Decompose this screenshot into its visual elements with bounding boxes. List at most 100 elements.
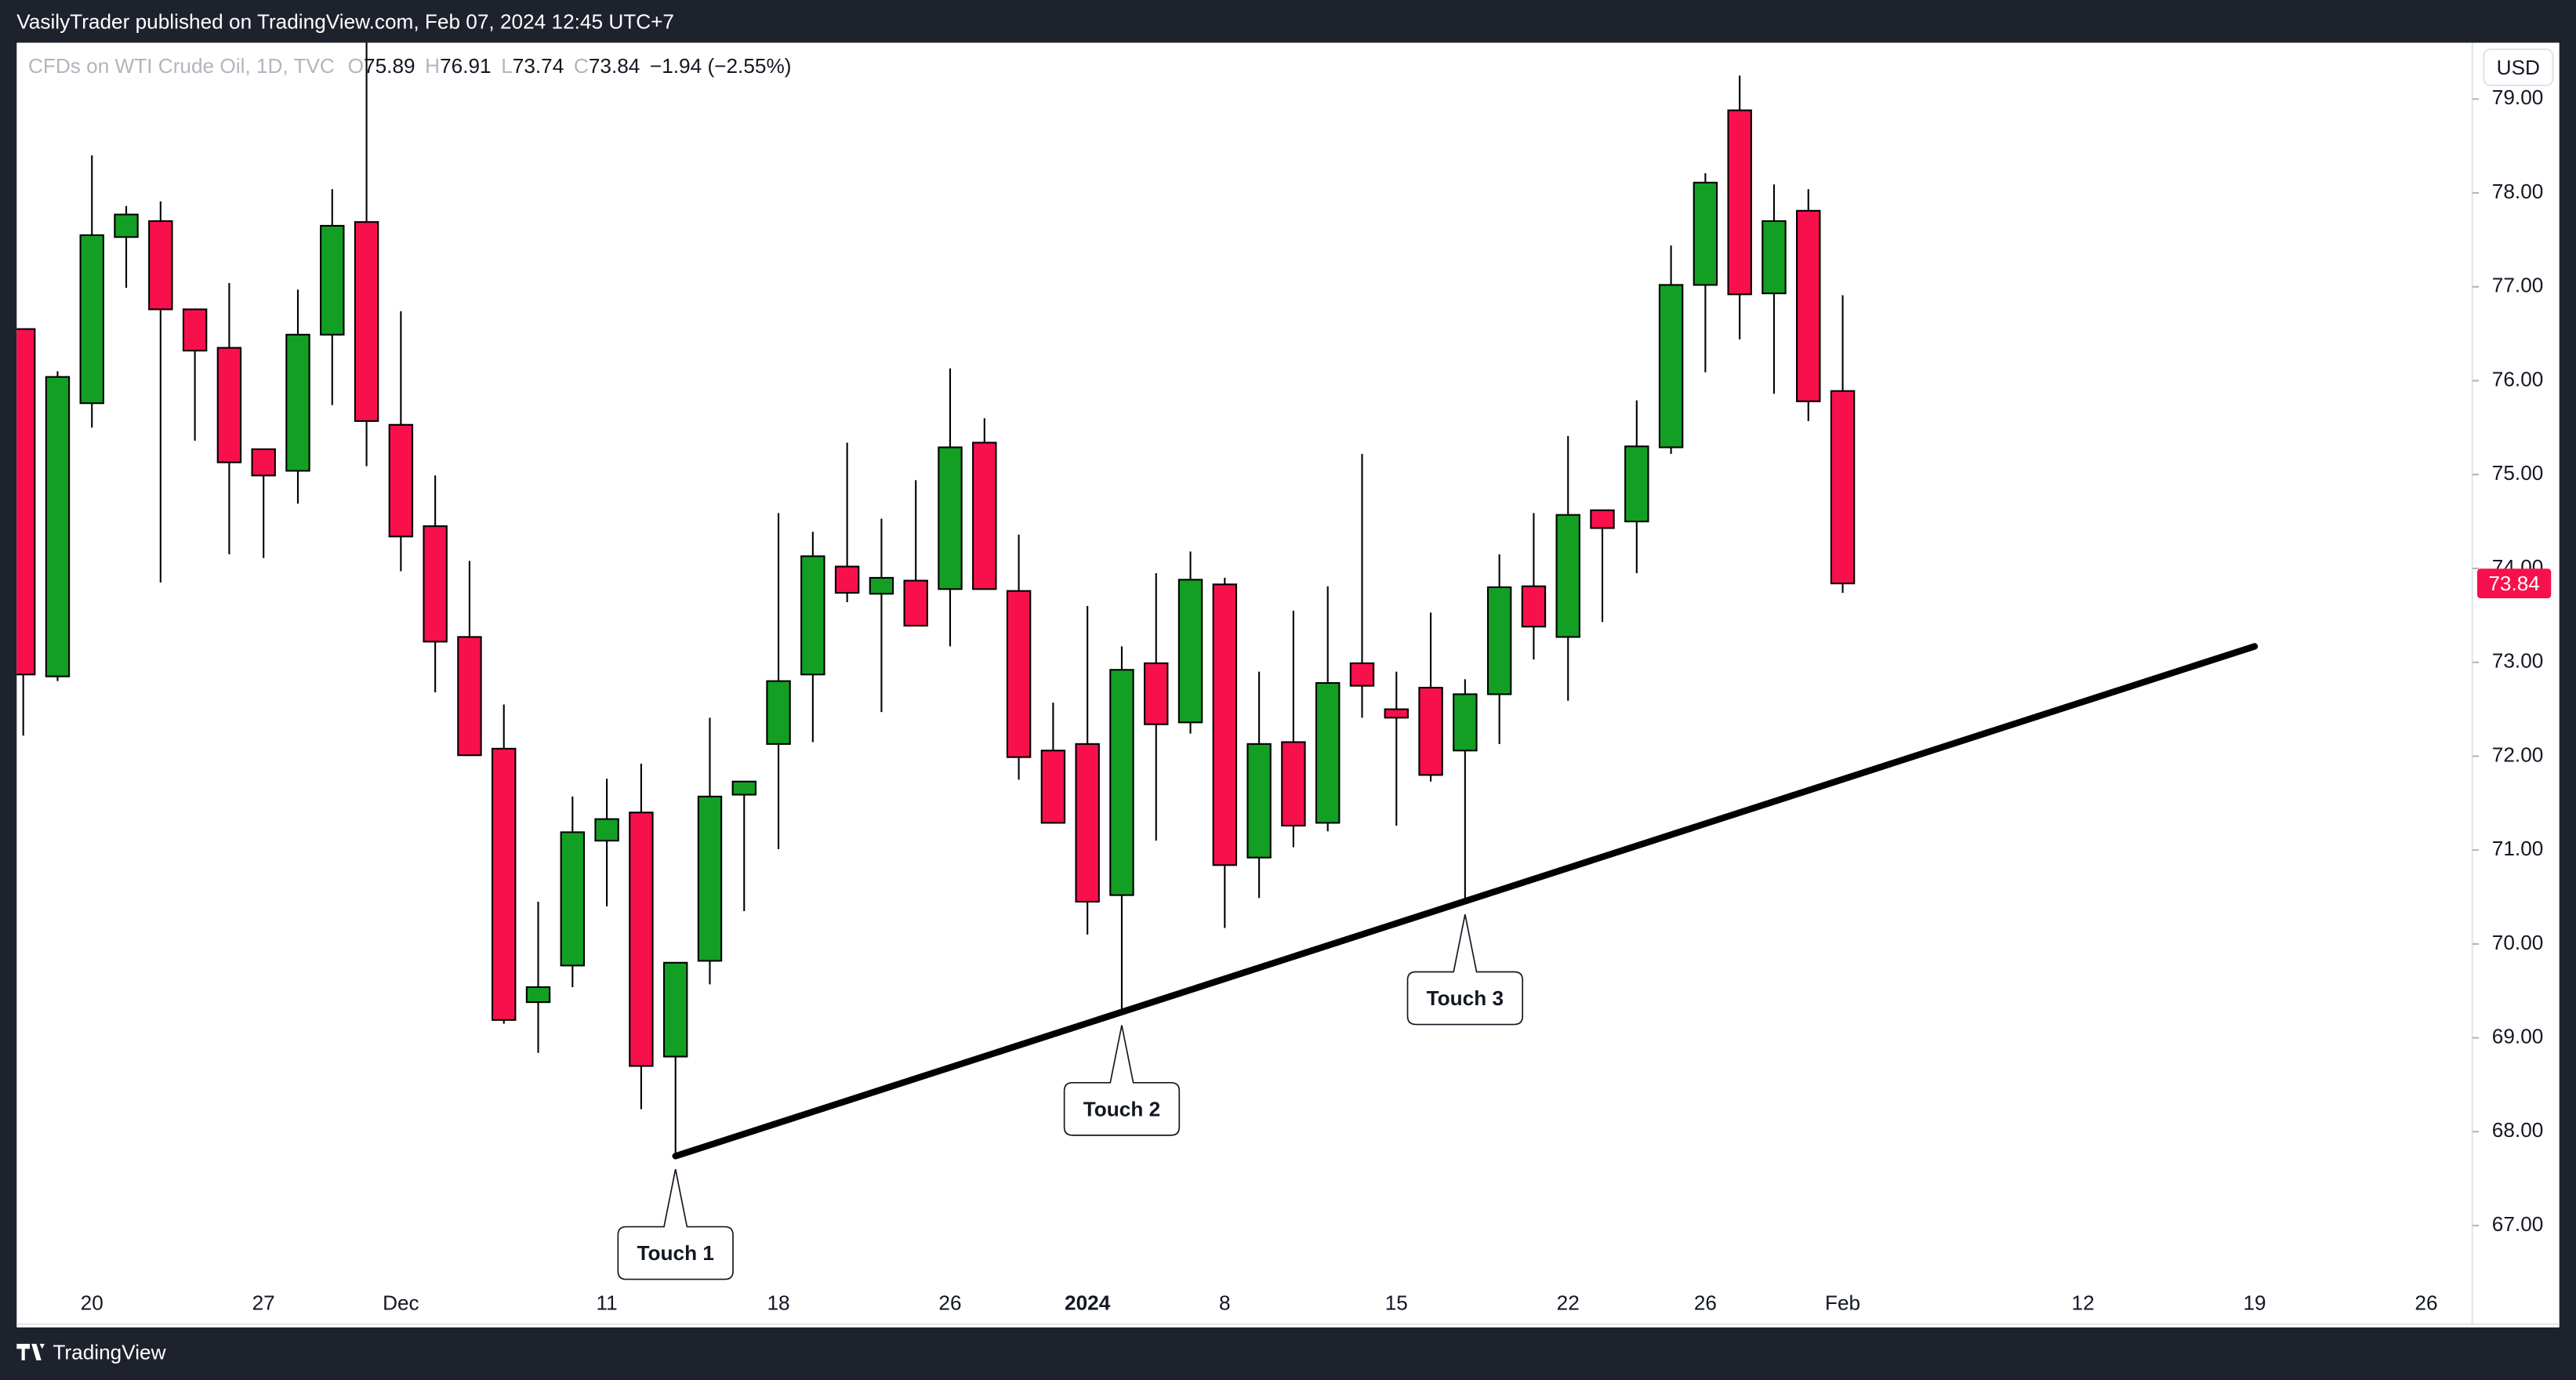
x-tick-label: 8	[1219, 1291, 1231, 1315]
y-tick-label: 71.00	[2492, 837, 2544, 860]
candle-body	[1796, 209, 1821, 402]
candle-body	[834, 565, 860, 594]
candle-body	[629, 812, 654, 1067]
candle-body	[354, 221, 379, 423]
chart-area	[16, 42, 2560, 1327]
candle-body	[731, 780, 756, 796]
candle-body	[697, 795, 723, 962]
change: −1.94 (−2.55%)	[650, 54, 792, 78]
candle-body	[594, 818, 619, 842]
candle-body	[1555, 514, 1580, 638]
title: CFDs on WTI Crude Oil, 1D, TVC	[28, 54, 335, 78]
currency-button[interactable]	[2483, 48, 2554, 87]
c-value: 73.84	[589, 54, 640, 78]
x-tick-label: 19	[2243, 1291, 2266, 1315]
callout-text: Touch 2	[1083, 1097, 1160, 1120]
y-tick-label: 77.00	[2492, 274, 2544, 297]
candle-body	[1075, 743, 1100, 903]
brand-logo	[16, 1343, 45, 1360]
candle-body	[1521, 585, 1547, 628]
candle-body	[662, 961, 688, 1058]
candle-body	[869, 576, 894, 595]
candle-body	[79, 234, 104, 405]
y-tick-label: 67.00	[2492, 1212, 2544, 1236]
candle-body	[388, 423, 414, 538]
x-tick-label: Feb	[1825, 1291, 1860, 1315]
candle-body	[1349, 662, 1375, 687]
last-price-label: 73.84	[2488, 572, 2540, 595]
candle-body	[320, 224, 345, 336]
candle-body	[903, 579, 928, 627]
candle-body	[457, 636, 482, 757]
x-tick-label: 22	[1557, 1291, 1580, 1315]
x-tick-label: 27	[252, 1291, 275, 1315]
candle-body	[1761, 220, 1787, 295]
candle-body	[525, 986, 551, 1004]
candle-body	[182, 308, 208, 352]
currency[interactable]: USD	[2497, 56, 2540, 79]
candle-body	[1727, 109, 1752, 296]
candle-body	[1658, 284, 1684, 448]
x-tick-label: Dec	[383, 1291, 419, 1315]
x-tick-label: 18	[767, 1291, 789, 1315]
h-value: 76.91	[440, 54, 492, 78]
candle-body	[148, 220, 173, 310]
candle-body	[766, 680, 791, 745]
o-value: 75.89	[364, 54, 415, 78]
candle-body	[1315, 681, 1341, 824]
candle-body	[972, 441, 997, 590]
candle-body	[1006, 590, 1032, 758]
candle-body	[800, 555, 825, 676]
x-tick-label: 12	[2072, 1291, 2095, 1315]
x-tick-label: 26	[2415, 1291, 2437, 1315]
candle-body	[216, 347, 242, 463]
candle-body	[560, 831, 586, 967]
brand: TradingView	[53, 1340, 165, 1364]
y-tick-label: 69.00	[2492, 1025, 2544, 1048]
candle-body	[114, 213, 139, 238]
candle-body	[1109, 669, 1134, 896]
y-tick-label: 73.00	[2492, 649, 2544, 673]
candle-body	[1246, 743, 1272, 859]
y-tick-label: 78.00	[2492, 180, 2544, 203]
candle-body	[1453, 693, 1478, 752]
candle-body	[1830, 390, 1856, 585]
publisher: VasilyTrader published on TradingView.co…	[16, 9, 674, 33]
candle-body	[1418, 686, 1443, 776]
y-tick-label: 72.00	[2492, 743, 2544, 766]
candle-body	[1212, 583, 1238, 866]
candle-body	[1040, 750, 1066, 824]
h-letter: H	[425, 54, 440, 78]
x-tick-label: 2024	[1065, 1291, 1111, 1315]
callout-text: Touch 1	[637, 1241, 713, 1265]
o-letter: O	[348, 54, 364, 78]
x-tick-label: 26	[1694, 1291, 1717, 1315]
candle-body	[1590, 509, 1615, 529]
candle-body	[492, 747, 517, 1021]
trendline	[672, 643, 2259, 1160]
y-tick-label: 79.00	[2492, 85, 2544, 109]
x-tick-label: 26	[938, 1291, 961, 1315]
candle-body	[1281, 741, 1306, 827]
y-tick-label: 70.00	[2492, 931, 2544, 954]
x-tick-label: 11	[597, 1291, 618, 1315]
candle-body	[16, 328, 36, 676]
candle-body	[1486, 586, 1512, 695]
candle-body	[1624, 445, 1649, 523]
y-tick-label: 75.00	[2492, 461, 2544, 485]
c-letter: C	[574, 54, 589, 78]
last-price-box	[2476, 568, 2552, 598]
y-tick-label: 76.00	[2492, 367, 2544, 390]
candle-body	[285, 333, 310, 472]
callout	[1406, 913, 1524, 1026]
y-tick-label: 68.00	[2492, 1118, 2544, 1142]
plot: Touch 1 Touch 2 Touch 3	[16, 42, 2259, 1280]
candle-body	[1144, 662, 1169, 725]
l-letter: L	[501, 54, 513, 78]
candle-body	[251, 448, 276, 477]
callout	[1063, 1025, 1181, 1136]
candle-body	[938, 446, 963, 590]
callout-text: Touch 3	[1427, 986, 1504, 1010]
